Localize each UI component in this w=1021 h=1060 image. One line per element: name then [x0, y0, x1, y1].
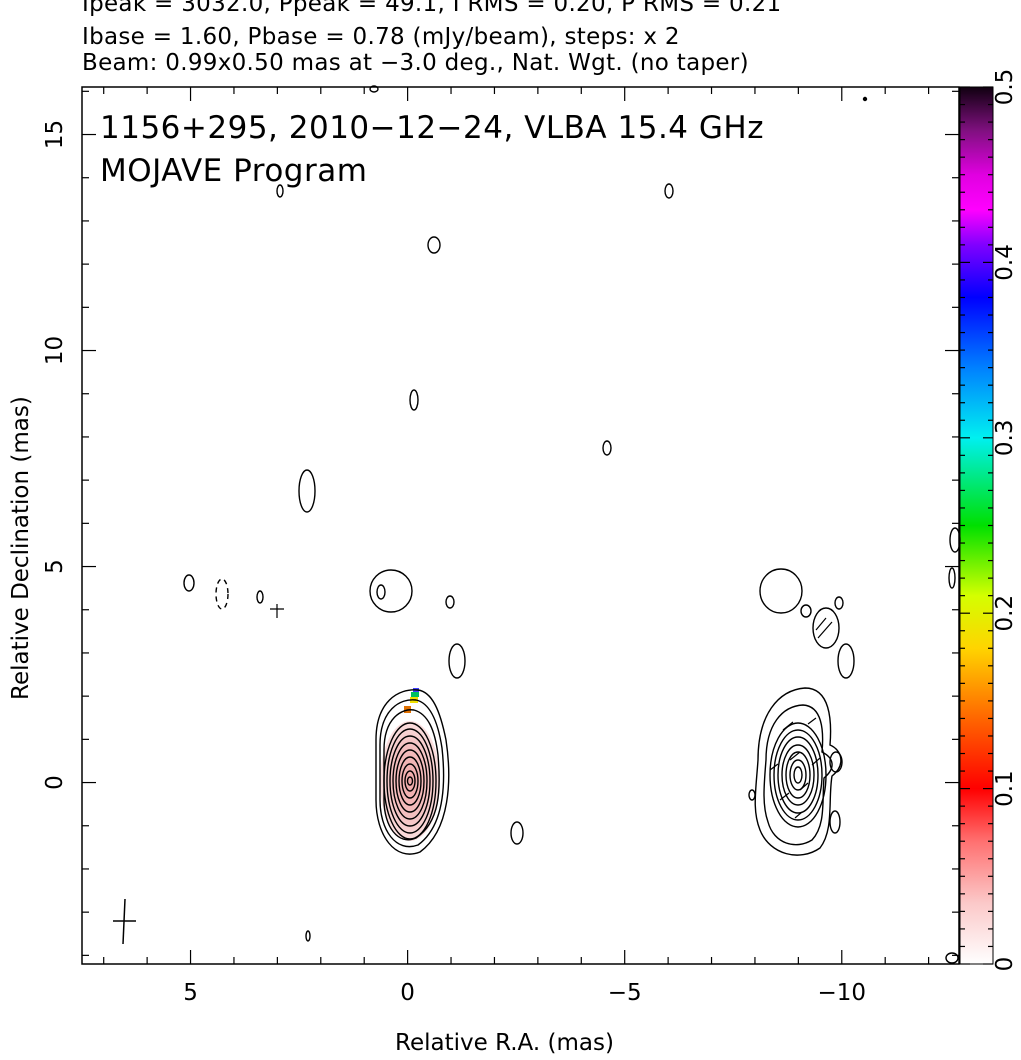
colorbar-tick-label: 0.1 — [992, 770, 1018, 807]
plot-frame — [81, 86, 960, 965]
x-axis-label: Relative R.A. (mas) — [395, 1030, 614, 1056]
x-tick-label: −10 — [818, 980, 867, 1006]
header-peak-line: Ipeak = 3032.0, Ppeak = 49.1, I RMS = 0.… — [82, 0, 782, 17]
colorbar-tick-label: 0.2 — [992, 595, 1018, 632]
beam-marker — [113, 898, 136, 945]
axis-tick-labels: 5 0 −5 −10 0 5 10 15 0 0.1 0.2 0.3 0.4 0.5 — [42, 69, 1018, 1006]
x-tick-label: 0 — [400, 980, 415, 1006]
polarization-fill — [380, 721, 440, 841]
panel-subtitle: MOJAVE Program — [100, 153, 368, 189]
y-tick-label: 10 — [42, 336, 68, 365]
colorbar-tick-label: 0.3 — [992, 420, 1018, 457]
panel-title: 1156+295, 2010−12−24, VLBA 15.4 GHz — [100, 110, 764, 146]
axis-ticks — [82, 86, 993, 965]
colorbar-tick-label: 0.5 — [992, 69, 1018, 106]
pol-pixel — [411, 692, 419, 697]
y-tick-label: 5 — [42, 559, 68, 574]
core-component — [375, 688, 450, 855]
second-component — [748, 687, 843, 856]
header-base-line: Ibase = 1.60, Pbase = 0.78 (mJy/beam), s… — [82, 24, 680, 50]
y-axis-label: Relative Declination (mas) — [8, 396, 34, 700]
colorbar-tick-label: 0.4 — [992, 244, 1018, 281]
colorbar-tick-label: 0 — [992, 957, 1018, 972]
x-tick-label: −5 — [608, 980, 642, 1006]
noise-contours — [183, 85, 961, 964]
y-tick-label: 0 — [42, 775, 68, 790]
x-tick-label: 5 — [183, 980, 198, 1006]
y-tick-label: 15 — [42, 120, 68, 149]
header-beam-line: Beam: 0.99x0.50 mas at −3.0 deg., Nat. W… — [82, 50, 749, 76]
